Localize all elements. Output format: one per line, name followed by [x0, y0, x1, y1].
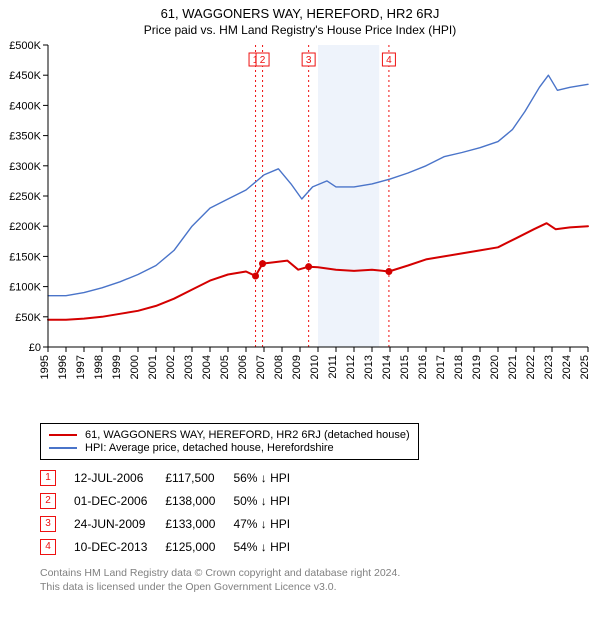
tx-delta: 47% ↓ HPI — [233, 512, 308, 535]
series-dot — [305, 263, 312, 270]
y-tick-label: £400K — [9, 100, 41, 112]
table-row: 1 12-JUL-2006£117,50056% ↓ HPI — [40, 466, 308, 489]
tx-price: £133,000 — [165, 512, 233, 535]
x-tick-label: 2014 — [381, 355, 393, 379]
table-row: 4 10-DEC-2013£125,00054% ↓ HPI — [40, 535, 308, 558]
y-tick-label: £100K — [9, 282, 41, 294]
legend-label: HPI: Average price, detached house, Here… — [85, 442, 334, 454]
x-tick-label: 2008 — [273, 355, 285, 379]
y-tick-label: £250K — [9, 191, 41, 203]
event-marker-number: 4 — [386, 55, 392, 66]
legend-swatch — [49, 434, 77, 436]
x-tick-label: 2006 — [237, 355, 249, 379]
tx-marker: 4 — [40, 539, 56, 555]
tx-price: £125,000 — [165, 535, 233, 558]
x-tick-label: 2010 — [309, 355, 321, 379]
series-dot — [252, 273, 259, 280]
x-tick-label: 1996 — [57, 355, 69, 379]
chart-svg: 1234£0£50K£100K£150K£200K£250K£300K£350K… — [0, 37, 600, 417]
series-dot — [385, 268, 392, 275]
recession-band — [318, 45, 379, 347]
x-tick-label: 2025 — [579, 355, 591, 379]
y-tick-label: £500K — [9, 40, 41, 52]
x-tick-label: 2016 — [417, 355, 429, 379]
y-tick-label: £450K — [9, 70, 41, 82]
tx-date: 12-JUL-2006 — [74, 466, 165, 489]
legend-row: HPI: Average price, detached house, Here… — [49, 442, 410, 454]
legend-label: 61, WAGGONERS WAY, HEREFORD, HR2 6RJ (de… — [85, 429, 410, 441]
x-tick-label: 2018 — [453, 355, 465, 379]
x-tick-label: 2009 — [291, 355, 303, 379]
x-tick-label: 2012 — [345, 355, 357, 379]
x-tick-label: 2022 — [525, 355, 537, 379]
x-tick-label: 2001 — [147, 355, 159, 379]
chart-area: 1234£0£50K£100K£150K£200K£250K£300K£350K… — [0, 37, 600, 417]
tx-delta: 50% ↓ HPI — [233, 489, 308, 512]
tx-date: 24-JUN-2009 — [74, 512, 165, 535]
x-tick-label: 2019 — [471, 355, 483, 379]
y-tick-label: £200K — [9, 221, 41, 233]
x-tick-label: 2007 — [255, 355, 267, 379]
tx-price: £117,500 — [165, 466, 233, 489]
x-tick-label: 1998 — [93, 355, 105, 379]
series-dot — [259, 260, 266, 267]
table-row: 2 01-DEC-2006£138,00050% ↓ HPI — [40, 489, 308, 512]
transactions-table: 1 12-JUL-2006£117,50056% ↓ HPI 2 01-DEC-200… — [40, 466, 308, 558]
x-tick-label: 2002 — [165, 355, 177, 379]
tx-marker: 1 — [40, 470, 56, 486]
y-tick-label: £50K — [15, 312, 41, 324]
tx-marker: 2 — [40, 493, 56, 509]
title-address: 61, WAGGONERS WAY, HEREFORD, HR2 6RJ — [0, 6, 600, 21]
tx-marker: 3 — [40, 516, 56, 532]
x-tick-label: 2020 — [489, 355, 501, 379]
x-tick-label: 2013 — [363, 355, 375, 379]
y-tick-label: £350K — [9, 131, 41, 143]
event-marker-number: 3 — [306, 55, 312, 66]
title-subtitle: Price paid vs. HM Land Registry's House … — [0, 23, 600, 37]
legend-swatch — [49, 447, 77, 449]
tx-date: 10-DEC-2013 — [74, 535, 165, 558]
table-row: 3 24-JUN-2009£133,00047% ↓ HPI — [40, 512, 308, 535]
x-tick-label: 2017 — [435, 355, 447, 379]
y-tick-label: £300K — [9, 161, 41, 173]
tx-delta: 54% ↓ HPI — [233, 535, 308, 558]
x-tick-label: 2003 — [183, 355, 195, 379]
tx-delta: 56% ↓ HPI — [233, 466, 308, 489]
y-tick-label: £150K — [9, 251, 41, 263]
x-tick-label: 2004 — [201, 355, 213, 379]
footnote-line2: This data is licensed under the Open Gov… — [40, 580, 600, 594]
x-tick-label: 2024 — [561, 355, 573, 379]
y-tick-label: £0 — [29, 342, 41, 354]
tx-price: £138,000 — [165, 489, 233, 512]
chart-titles: 61, WAGGONERS WAY, HEREFORD, HR2 6RJ Pri… — [0, 0, 600, 37]
x-tick-label: 2005 — [219, 355, 231, 379]
x-tick-label: 2015 — [399, 355, 411, 379]
page: 61, WAGGONERS WAY, HEREFORD, HR2 6RJ Pri… — [0, 0, 600, 594]
x-tick-label: 2011 — [327, 355, 339, 379]
x-tick-label: 1997 — [75, 355, 87, 379]
footnote: Contains HM Land Registry data © Crown c… — [40, 566, 600, 594]
x-tick-label: 1999 — [111, 355, 123, 379]
legend-row: 61, WAGGONERS WAY, HEREFORD, HR2 6RJ (de… — [49, 429, 410, 441]
x-tick-label: 1995 — [39, 355, 51, 379]
tx-date: 01-DEC-2006 — [74, 489, 165, 512]
legend: 61, WAGGONERS WAY, HEREFORD, HR2 6RJ (de… — [40, 423, 419, 460]
x-tick-label: 2023 — [543, 355, 555, 379]
x-tick-label: 2021 — [507, 355, 519, 379]
event-marker-number: 2 — [260, 55, 266, 66]
footnote-line1: Contains HM Land Registry data © Crown c… — [40, 566, 600, 580]
x-tick-label: 2000 — [129, 355, 141, 379]
